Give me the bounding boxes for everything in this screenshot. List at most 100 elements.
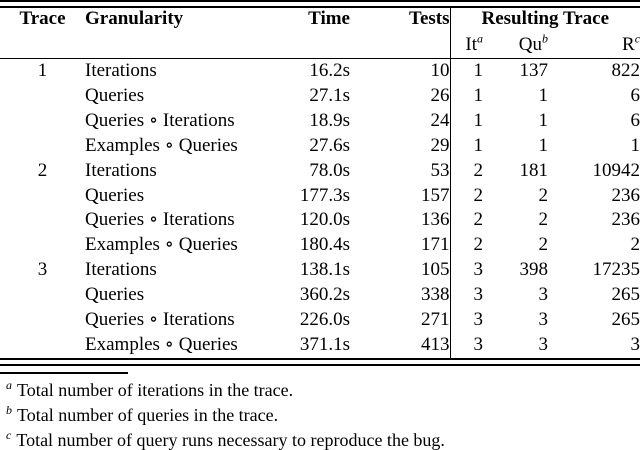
cell-trace: 1 [37, 60, 48, 81]
cell-it: 1 [449, 83, 483, 109]
cell-granularity: Queries ∘ Iterations [85, 209, 235, 231]
cell-r: 6 [630, 109, 640, 131]
header-time: Time [308, 8, 350, 29]
cell-granularity: Examples ∘ Queries [85, 134, 238, 156]
cell-it: 1 [449, 58, 483, 84]
cell-granularity: Queries ∘ Iterations [85, 109, 235, 131]
cell-time: 177.3s [299, 184, 350, 206]
footnote-text: Total number of query runs necessary to … [16, 429, 445, 450]
header-tests: Tests [409, 8, 450, 29]
cell-trace [0, 109, 85, 134]
footnote-b: b Total number of queries in the trace. [0, 403, 640, 428]
cell-qu: 181 [519, 159, 549, 181]
cell-it: 3 [449, 332, 483, 358]
cell-trace: 3 [37, 259, 48, 281]
table-row: Queries ∘ Iterations 226.0s 271 3 3 265 [0, 308, 640, 333]
bottom-double-rule [0, 357, 640, 366]
cell-tests: 105 [421, 259, 450, 281]
cell-r: 822 [611, 60, 640, 81]
cell-tests: 53 [430, 159, 450, 181]
cell-trace [0, 333, 85, 358]
subheader-qu-label: Qu [518, 34, 542, 55]
header-trace: Trace [19, 8, 66, 29]
cell-qu: 3 [538, 333, 549, 355]
cell-granularity: Queries [85, 284, 145, 306]
footnote-a: a Total number of iterations in the trace… [0, 378, 640, 403]
cell-granularity: Queries ∘ Iterations [85, 309, 235, 331]
table-body: 1 Iterations 16.2s 10 1 137 822 Queries … [0, 58, 640, 358]
cell-trace [0, 283, 85, 308]
cell-tests: 24 [430, 109, 450, 131]
cell-trace [0, 233, 85, 258]
cell-it: 2 [449, 208, 483, 234]
cell-time: 371.1s [299, 333, 350, 355]
cell-time: 27.1s [309, 84, 350, 106]
footnote-text: Total number of queries in the trace. [17, 404, 279, 425]
table-row: 1 Iterations 16.2s 10 1 137 822 [0, 58, 640, 84]
footnote-marker: c [6, 427, 12, 442]
header-row-sub: Ita Qub Rc [0, 34, 640, 59]
table-row: 3 Iterations 138.1s 105 3 398 17235 [0, 258, 640, 284]
table-row: Examples ∘ Queries 27.6s 29 1 1 1 [0, 133, 640, 159]
subheader-qu: Qub [483, 34, 548, 59]
cell-qu: 1 [538, 84, 549, 106]
cell-qu: 137 [519, 60, 549, 81]
cell-granularity: Iterations [85, 259, 157, 281]
results-table: Trace Granularity Time Tests Resulting T… [0, 8, 640, 358]
cell-qu: 2 [538, 209, 549, 231]
subheader-it-label: It [465, 34, 477, 55]
footnote-text: Total number of iterations in the trace. [17, 379, 294, 400]
footnote-marker: a [6, 377, 12, 392]
cell-qu: 2 [538, 234, 549, 256]
cell-time: 138.1s [299, 259, 350, 281]
cell-time: 27.6s [309, 134, 350, 156]
cell-time: 226.0s [299, 309, 350, 331]
cell-tests: 413 [421, 333, 450, 355]
table-row: Queries 177.3s 157 2 2 236 [0, 183, 640, 209]
table-row: Queries ∘ Iterations 18.9s 24 1 1 6 [0, 108, 640, 134]
table-header: Trace Granularity Time Tests Resulting T… [0, 8, 640, 59]
footnote-c: c Total number of query runs necessary to… [0, 428, 640, 450]
header-resulting-trace: Resulting Trace [449, 8, 640, 34]
cell-r: 265 [611, 284, 640, 306]
table-row: 2 Iterations 78.0s 53 2 181 10942 [0, 158, 640, 184]
cell-granularity: Examples ∘ Queries [85, 333, 238, 355]
cell-it: 3 [449, 258, 483, 284]
cell-granularity: Iterations [85, 60, 157, 81]
cell-time: 120.0s [299, 209, 350, 231]
cell-it: 3 [449, 308, 483, 333]
cell-it: 1 [449, 108, 483, 134]
subheader-r-label: R [622, 34, 635, 55]
footnote-marker: b [6, 402, 12, 417]
cell-it: 2 [449, 183, 483, 209]
cell-granularity: Queries [85, 184, 145, 206]
footnote-marker-b-icon: b [542, 34, 548, 46]
header-granularity: Granularity [85, 8, 184, 29]
cell-granularity: Iterations [85, 159, 157, 181]
cell-tests: 29 [430, 134, 450, 156]
cell-qu: 1 [538, 109, 549, 131]
table-row: Queries 27.1s 26 1 1 6 [0, 83, 640, 109]
cell-qu: 398 [519, 259, 549, 281]
cell-granularity: Queries [85, 84, 145, 106]
cell-r: 3 [630, 333, 640, 355]
table-row: Examples ∘ Queries 371.1s 413 3 3 3 [0, 332, 640, 358]
subheader-r: Rc [548, 34, 640, 59]
cell-r: 17235 [592, 259, 640, 281]
cell-trace [0, 208, 85, 233]
cell-qu: 1 [538, 134, 549, 156]
footnote-marker-a-icon: a [477, 34, 483, 46]
cell-qu: 2 [538, 184, 549, 206]
header-row-main: Trace Granularity Time Tests Resulting T… [0, 8, 640, 34]
cell-trace [0, 308, 85, 333]
cell-trace [0, 134, 85, 159]
cell-time: 18.9s [309, 109, 350, 131]
cell-r: 10942 [592, 159, 640, 181]
cell-qu: 3 [538, 284, 549, 306]
cell-r: 6 [630, 84, 640, 106]
cell-time: 16.2s [309, 60, 350, 81]
cell-tests: 10 [430, 60, 450, 81]
cell-tests: 157 [421, 184, 450, 206]
footnote-marker-c-icon: c [634, 34, 640, 46]
